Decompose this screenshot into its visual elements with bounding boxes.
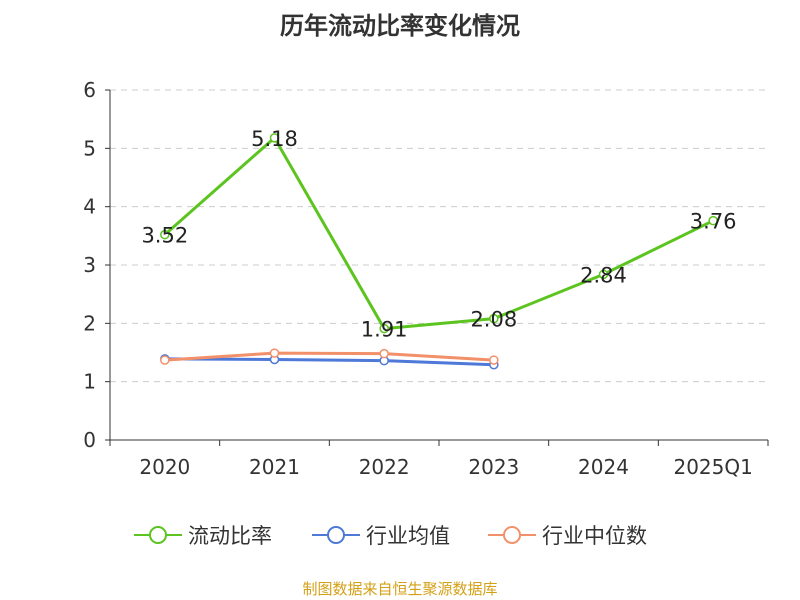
data-point [489,313,499,324]
y-tick-label: 5 [83,136,96,160]
data-label: 2.08 [470,308,517,332]
legend-label: 流动比率 [188,524,272,548]
series-line [164,351,494,362]
x-tick-label: 2025Q1 [673,455,752,479]
y-tick-label: 3 [83,253,96,277]
legend-item-industry-median[interactable]: 行业中位数 [488,520,647,550]
legend-item-current-ratio[interactable]: 流动比率 [134,520,272,550]
data-point [379,323,389,334]
legend-marker-icon [312,526,360,544]
legend-marker-icon [134,526,182,544]
y-tick-label: 6 [83,78,96,102]
x-tick-label: 2024 [578,455,629,479]
data-point [160,355,170,365]
x-tick-label: 2021 [249,455,300,479]
data-label: 5.18 [251,127,298,151]
data-point [160,229,170,240]
y-tick-label: 4 [83,195,96,219]
data-label: 3.52 [141,224,188,248]
x-tick-label: 2022 [359,455,410,479]
data-point [708,215,718,226]
data-point [379,348,389,359]
data-point [269,133,280,143]
y-tick-label: 2 [83,311,96,335]
series-line [164,357,494,367]
legend-marker-icon [488,526,536,544]
chart-title: 历年流动比率变化情况 [280,12,520,40]
data-label: 1.91 [361,318,408,342]
y-tick-label: 0 [83,428,96,452]
legend-label: 行业均值 [366,524,450,548]
legend-item-industry-mean[interactable]: 行业均值 [312,520,450,550]
y-tick-label: 1 [83,370,96,394]
source-footer: 制图数据来自恒生聚源数据库 [302,580,498,598]
data-label: 2.84 [580,263,627,287]
series-line [163,136,714,331]
data-label: 3.76 [690,210,737,234]
data-point [489,355,499,365]
data-point [598,269,609,280]
data-point [269,348,280,358]
x-tick-label: 2023 [468,455,519,479]
legend-label: 行业中位数 [542,524,647,548]
x-tick-label: 2020 [139,455,190,479]
